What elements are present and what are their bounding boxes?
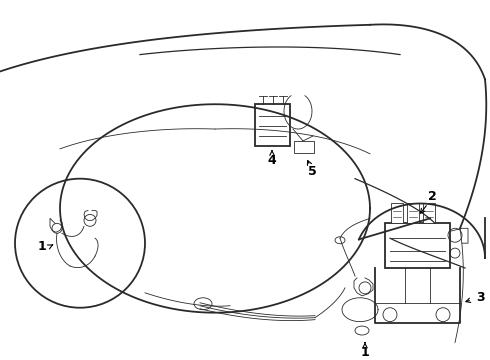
FancyBboxPatch shape: [294, 141, 314, 153]
Text: 1: 1: [361, 346, 369, 359]
Text: 2: 2: [428, 190, 437, 203]
FancyBboxPatch shape: [391, 203, 403, 223]
Text: 5: 5: [308, 165, 317, 178]
FancyBboxPatch shape: [255, 104, 290, 146]
Text: 3: 3: [476, 291, 484, 304]
FancyBboxPatch shape: [423, 203, 435, 223]
Text: 1: 1: [38, 240, 47, 253]
FancyBboxPatch shape: [407, 203, 419, 223]
FancyBboxPatch shape: [385, 223, 450, 268]
Text: 4: 4: [268, 154, 276, 167]
